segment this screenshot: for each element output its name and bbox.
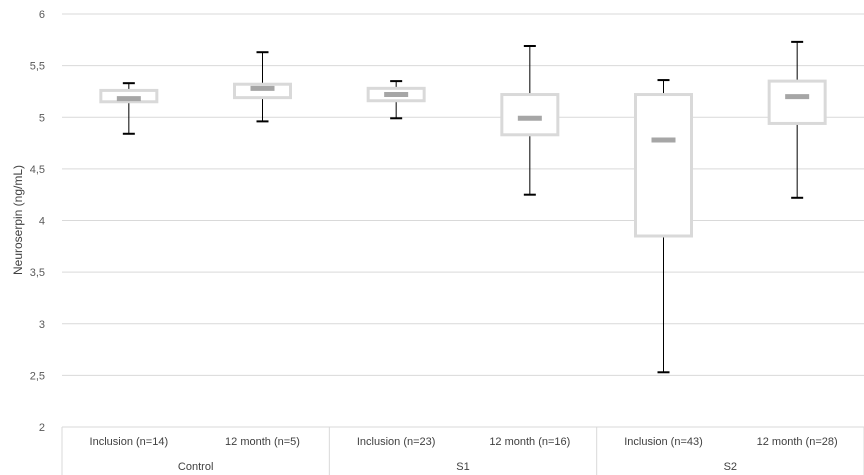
group-label: S1 [456, 461, 469, 473]
box-plot [99, 82, 159, 135]
y-tick-label: 6 [39, 9, 45, 21]
category-label: 12 month (n=28) [757, 436, 838, 448]
box-plot [634, 79, 693, 374]
y-tick-label: 5,5 [30, 61, 45, 73]
y-tick-label: 3,5 [30, 267, 45, 279]
y-tick-label: 3 [39, 319, 45, 331]
category-label: 12 month (n=16) [489, 436, 570, 448]
y-tick-label: 2 [39, 422, 45, 434]
grid-lines [62, 13, 864, 428]
box-plot [233, 51, 292, 123]
x-axis: Inclusion (n=14) 12 month (n=5) Inclusion … [61, 427, 864, 475]
category-label: Inclusion (n=23) [357, 436, 436, 448]
category-label: 12 month (n=5) [225, 436, 300, 448]
y-tick-label: 2,5 [30, 370, 45, 382]
iqr-box [634, 93, 693, 238]
iqr-box [767, 79, 827, 125]
y-tick-label: 4 [39, 216, 45, 228]
iqr-box [500, 93, 560, 137]
box-plot [366, 80, 426, 120]
y-tick-label: 5 [39, 112, 45, 124]
boxes [99, 40, 827, 374]
y-tick-label: 4,5 [30, 164, 45, 176]
iqr-box [99, 88, 159, 104]
category-label: Inclusion (n=14) [90, 436, 169, 448]
group-label: S2 [724, 461, 737, 473]
category-label: Inclusion (n=43) [624, 436, 703, 448]
group-label: Control [178, 461, 213, 473]
iqr-box [233, 82, 292, 100]
box-plot [767, 40, 827, 199]
y-tick-labels: 2 2,5 3 3,5 4 4,5 5 5,5 6 [30, 9, 45, 434]
y-axis-title: Neuroserpin (ng/mL) [11, 165, 25, 275]
box-plot [500, 45, 560, 196]
